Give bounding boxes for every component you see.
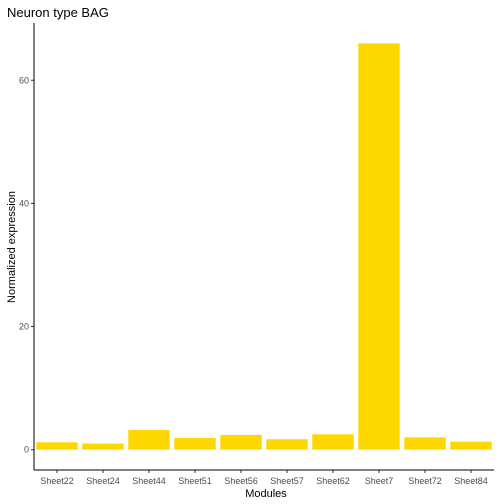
x-axis-title: Modules <box>245 488 287 500</box>
bar-sheet57 <box>266 439 308 450</box>
y-tick-label: 40 <box>19 198 29 208</box>
x-tick-label: Sheet51 <box>178 476 212 486</box>
bar-sheet62 <box>312 434 354 450</box>
bar-sheet51 <box>174 437 216 450</box>
bar-sheet72 <box>404 437 446 450</box>
x-tick-label: Sheet56 <box>224 476 258 486</box>
bar-sheet44 <box>128 429 170 450</box>
x-tick-label: Sheet24 <box>86 476 120 486</box>
y-axis: 0 20 40 60 <box>19 23 35 470</box>
x-axis: Sheet22 Sheet24 Sheet44 Sheet51 Sheet56 Sheet… <box>34 469 494 486</box>
x-tick-label: Sheet72 <box>408 476 442 486</box>
y-tick-label: 0 <box>24 445 29 455</box>
chart-title: Neuron type BAG <box>7 5 109 20</box>
bar-sheet84 <box>450 441 492 450</box>
x-tick-label: Sheet62 <box>316 476 350 486</box>
x-tick-label: Sheet44 <box>132 476 166 486</box>
bar-sheet56 <box>220 434 262 450</box>
x-tick-label: Sheet57 <box>270 476 304 486</box>
y-axis-title: Normalized expression <box>6 191 18 303</box>
x-tick-label: Sheet22 <box>40 476 74 486</box>
bar-sheet22 <box>36 442 78 450</box>
x-tick-label: Sheet84 <box>454 476 488 486</box>
y-tick-label: 20 <box>19 322 29 332</box>
x-tick-label: Sheet7 <box>365 476 394 486</box>
bar-sheet24 <box>82 443 124 450</box>
bars-group <box>36 43 492 450</box>
y-tick-label: 60 <box>19 75 29 85</box>
bar-sheet7 <box>358 43 400 450</box>
